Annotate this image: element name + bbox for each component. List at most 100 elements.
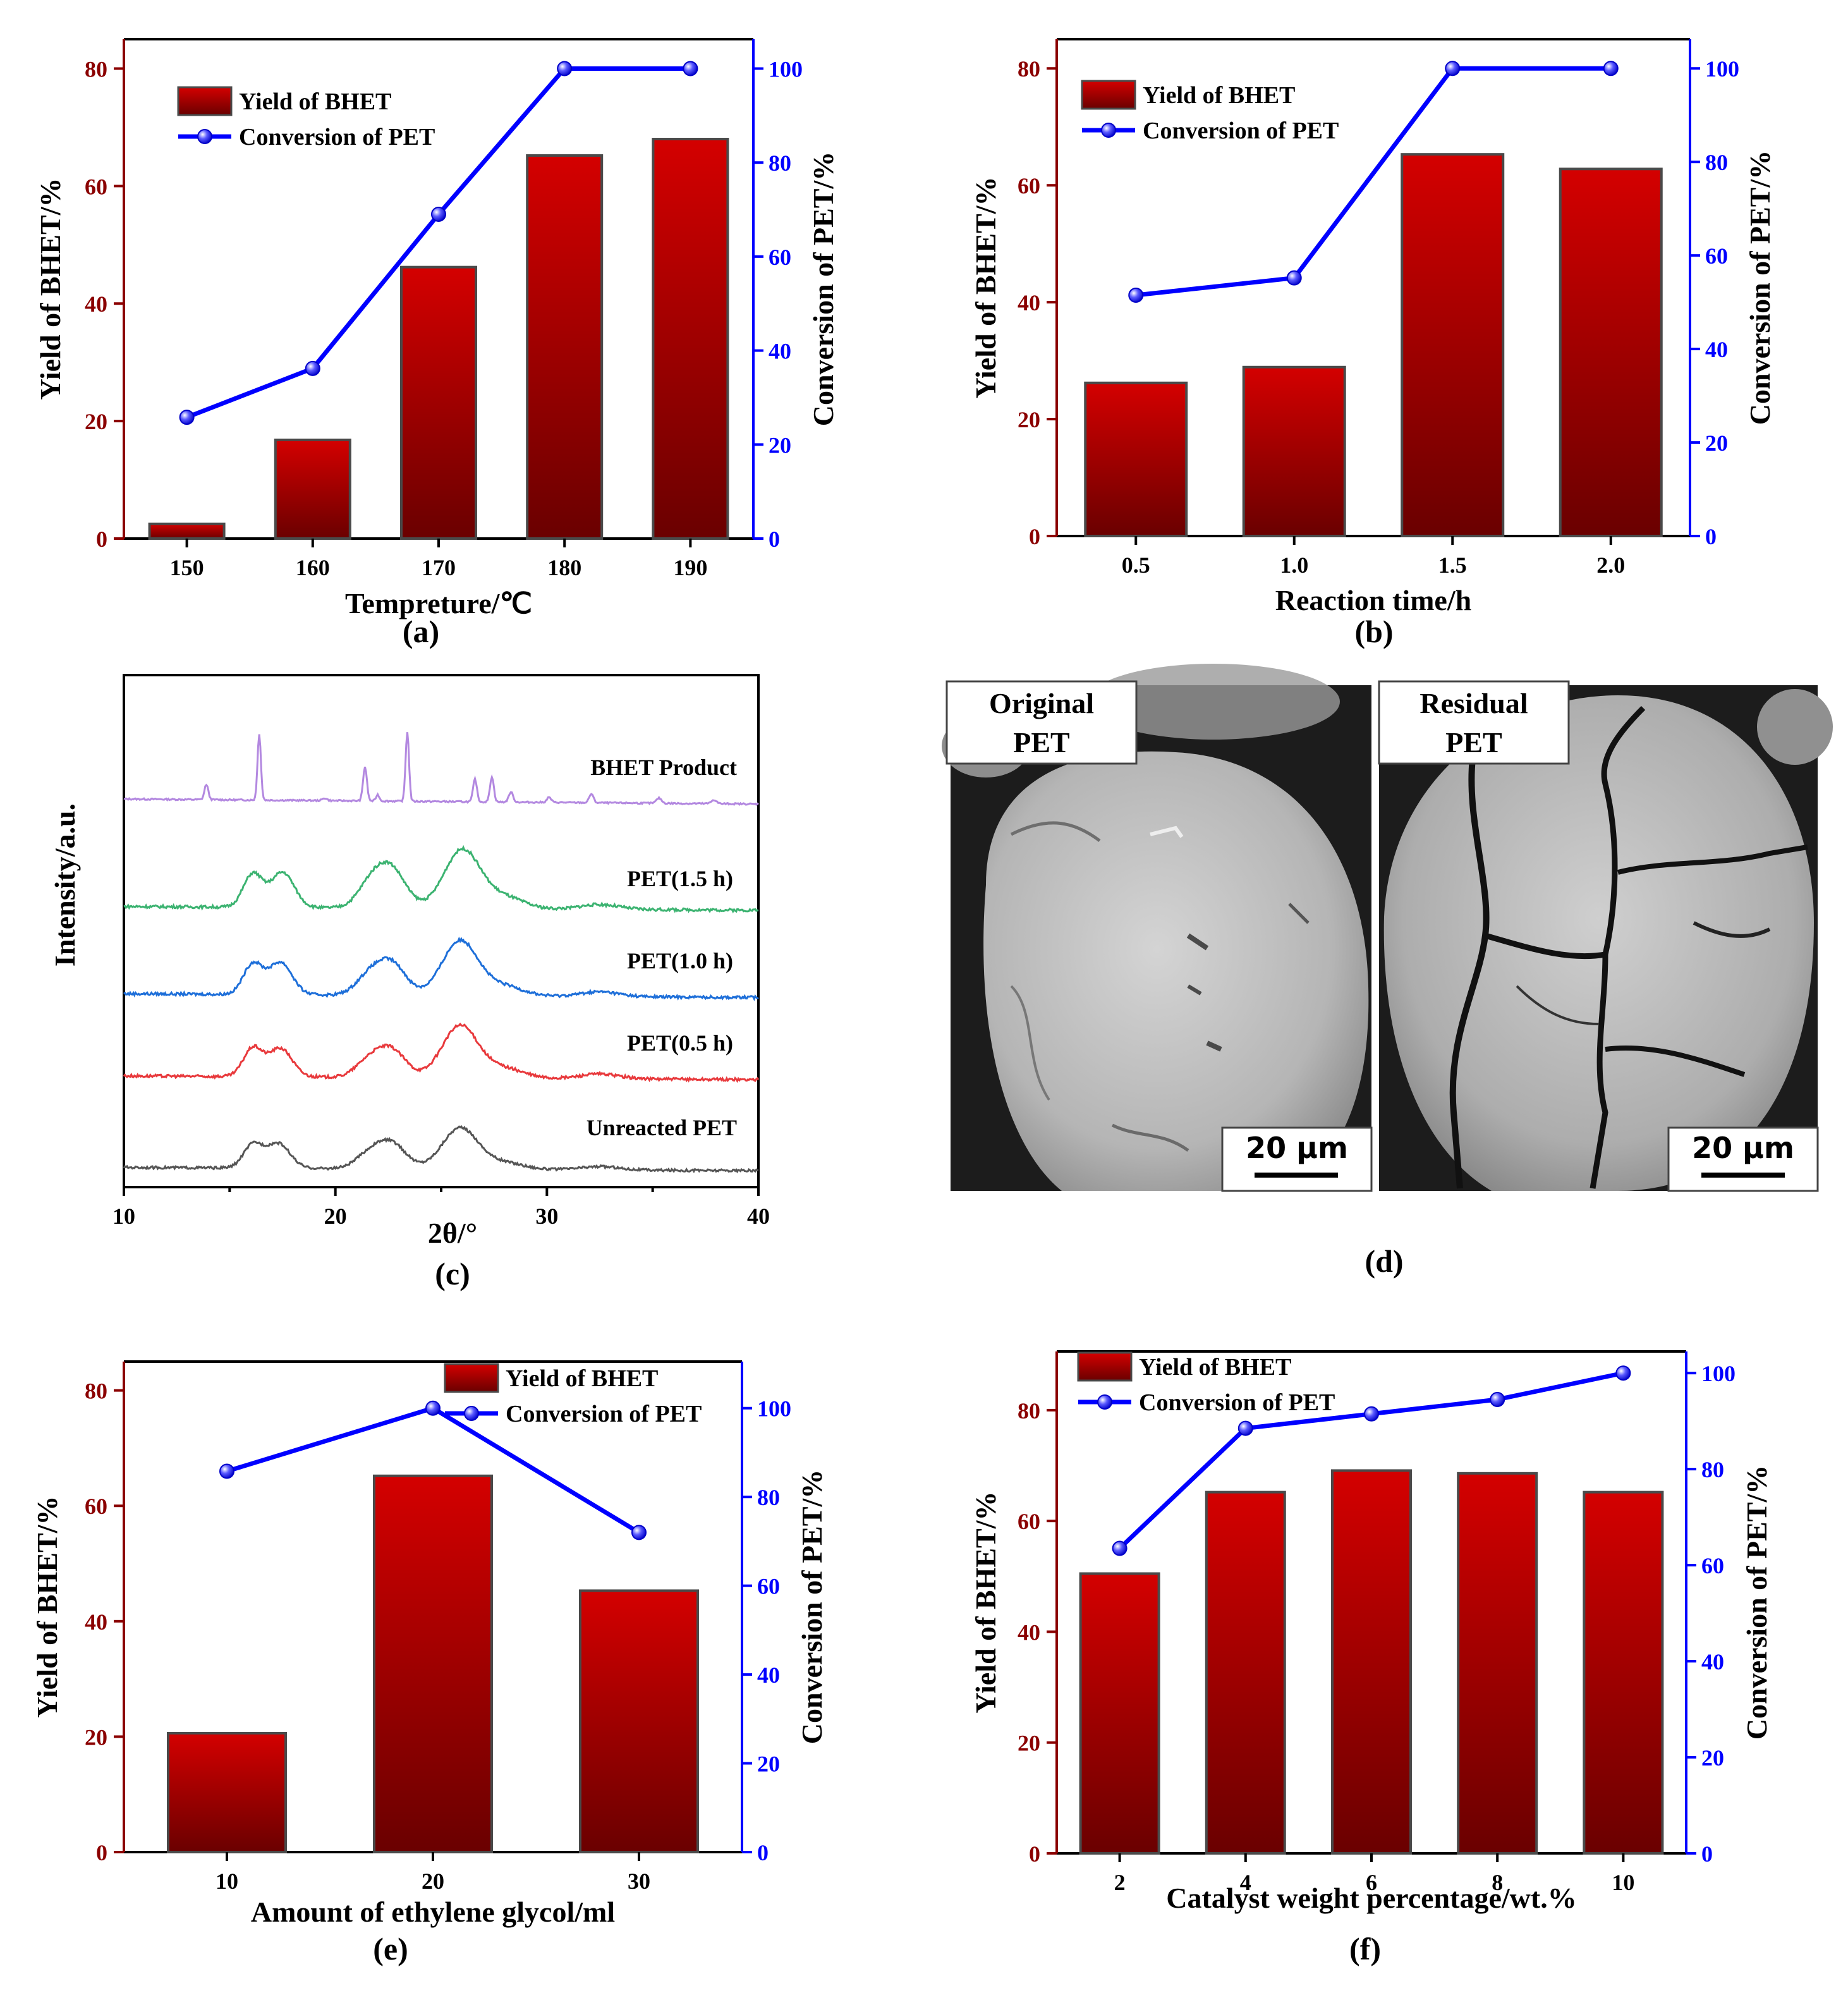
x-tick-label: 20: [422, 1869, 444, 1894]
right-y-tick-label: 100: [769, 56, 803, 82]
left-y-tick-label: 80: [85, 1379, 107, 1404]
right-y-tick-label: 20: [769, 432, 791, 458]
sem-label-box-residual: [1378, 680, 1570, 765]
panel-b-chart: 0.5 1.0 1.5 2.0 0 20 40 60 80 0 20 40 60 80 100 Reactio…: [970, 38, 1776, 616]
left-y-axis-title: Yield of BHET/%: [31, 1496, 63, 1718]
panel-c-label: (c): [435, 1256, 470, 1291]
x-tick-label: 150: [170, 555, 204, 580]
right-y-tick-label: 0: [1705, 524, 1717, 549]
x-tick-label: 1.5: [1438, 552, 1467, 578]
left-y-tick-label: 80: [85, 56, 107, 82]
panel-f-label: (f): [1349, 1931, 1381, 1966]
sem-label-original-line1: Original: [989, 687, 1094, 719]
point-conversion-20: [425, 1400, 441, 1416]
x-tick-label: 10: [1612, 1870, 1634, 1895]
left-y-tick-label: 20: [85, 1724, 107, 1750]
right-y-tick-label: 80: [769, 150, 791, 176]
bar-yield-20: [373, 1474, 493, 1854]
point-conversion-2.0: [1603, 61, 1619, 76]
point-conversion-6: [1364, 1406, 1379, 1422]
right-y-tick-label: 0: [1701, 1841, 1713, 1867]
xrd-series-label: Unreacted PET: [587, 1115, 737, 1140]
scale-bar-original: [1255, 1173, 1338, 1178]
right-y-tick-label: 80: [757, 1485, 780, 1510]
right-y-tick-label: 40: [757, 1662, 780, 1688]
legend-bar-swatch: [177, 86, 233, 116]
right-y-axis-title: Conversion of PET/%: [1744, 150, 1776, 425]
right-y-tick-label: 60: [769, 245, 791, 270]
x-tick-label: 8: [1492, 1870, 1503, 1895]
xrd-series-1: [123, 845, 759, 914]
legend-line-label: Conversion of PET: [239, 124, 435, 150]
bar-yield-170: [400, 265, 477, 540]
x-tick-label: 30: [628, 1869, 650, 1894]
left-y-tick-label: 60: [85, 174, 107, 199]
right-y-tick-label: 20: [1701, 1745, 1724, 1771]
xrd-x-axis-title: 2θ/°: [428, 1217, 477, 1249]
x-tick-label: 0.5: [1122, 552, 1150, 578]
point-conversion-30: [631, 1525, 647, 1540]
right-y-tick-label: 60: [757, 1574, 780, 1599]
xrd-series-2: [123, 936, 759, 1001]
x-tick-label: 2: [1114, 1870, 1126, 1895]
point-conversion-2: [1112, 1540, 1128, 1556]
bar-yield-1.5: [1401, 153, 1505, 537]
bar-yield-160: [274, 438, 351, 540]
x-axis-title: Catalyst weight percentage/wt.%: [1166, 1882, 1576, 1914]
panel-a-chart: 150 160 170 180 190 0 20 40 60 80 0 20 40 60 80 100 Temp…: [34, 38, 839, 619]
point-conversion-1.5: [1445, 61, 1461, 76]
xrd-series-3: [123, 1022, 760, 1083]
bar-yield-2: [1079, 1572, 1160, 1855]
legend-bar-label: Yield of BHET: [1143, 82, 1295, 109]
point-conversion-170: [431, 206, 446, 222]
right-y-tick-label: 40: [1705, 337, 1728, 362]
left-y-tick-label: 80: [1018, 56, 1040, 82]
right-y-tick-label: 80: [1705, 150, 1728, 175]
bar-yield-10: [167, 1731, 287, 1853]
legend-line-marker: [197, 129, 212, 144]
legend-bar-swatch: [1081, 80, 1136, 110]
point-conversion-150: [179, 410, 195, 425]
legend-line-label: Conversion of PET: [506, 1401, 702, 1427]
point-conversion-0.5: [1128, 288, 1144, 303]
bar-yield-2.0: [1559, 168, 1663, 537]
point-conversion-1.0: [1286, 270, 1302, 286]
sem-image-residual: [1379, 685, 1833, 1191]
x-tick-label: 160: [296, 555, 330, 580]
bar-yield-30: [579, 1589, 699, 1854]
legend-bar-label: Yield of BHET: [1139, 1354, 1291, 1381]
line-conversion: [1135, 66, 1611, 298]
legend-line-marker: [1097, 1394, 1112, 1410]
xrd-series-label: PET(1.0 h): [627, 948, 733, 973]
bar-yield-4: [1205, 1491, 1286, 1855]
left-y-tick-label: 20: [1018, 1731, 1040, 1756]
point-conversion-160: [305, 360, 320, 376]
bar-yield-190: [652, 138, 729, 540]
xrd-series-label: PET(1.5 h): [627, 866, 733, 891]
scale-bar-label-residual: 20 μm: [1692, 1131, 1794, 1165]
x-axis-title: Tempreture/℃: [345, 587, 532, 619]
legend-line-label: Conversion of PET: [1139, 1389, 1335, 1416]
x-tick-label: 190: [673, 555, 707, 580]
right-y-tick-label: 20: [757, 1752, 780, 1777]
xrd-plot-frame: [123, 674, 760, 1188]
x-axis-title: Reaction time/h: [1275, 584, 1471, 616]
legend-bar-swatch: [444, 1363, 499, 1393]
point-conversion-4: [1237, 1420, 1253, 1436]
bar-yield-180: [526, 154, 604, 540]
xrd-x-tick-label: 10: [112, 1204, 135, 1229]
panel-e-label: (e): [373, 1931, 408, 1966]
right-y-tick-label: 0: [757, 1840, 769, 1865]
sem-label-box-original: [945, 680, 1138, 765]
legend-line-marker: [1101, 123, 1116, 138]
legend-line-label: Conversion of PET: [1143, 118, 1339, 144]
xrd-series-0: [123, 732, 759, 807]
point-conversion-190: [683, 61, 698, 76]
right-y-axis-title: Conversion of PET/%: [807, 152, 839, 426]
xrd-x-tick-label: 20: [324, 1204, 347, 1229]
legend-bar-swatch: [1077, 1351, 1133, 1382]
left-y-axis-title: Yield of BHET/%: [970, 177, 1002, 399]
scale-bar-label-original: 20 μm: [1246, 1131, 1348, 1165]
left-y-axis-title: Yield of BHET/%: [970, 1492, 1002, 1714]
